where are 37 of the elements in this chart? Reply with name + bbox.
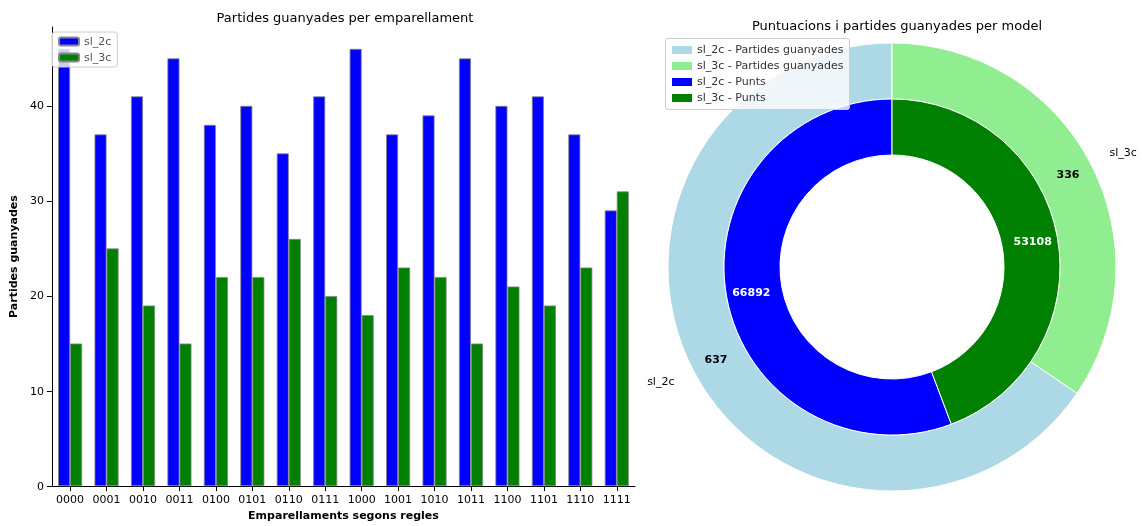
x-tick-label: 0111 [311, 493, 340, 507]
x-tick-label: 0001 [92, 493, 121, 507]
y-axis-title: Partides guanyades [7, 194, 20, 318]
x-tick-label: 1101 [529, 493, 558, 507]
x-tick-label: 1010 [420, 493, 449, 507]
category-label: sl_3c - Punts [697, 91, 766, 104]
chart-title: Partides guanyades per emparellament [216, 10, 474, 25]
x-axis-title: Emparellaments segons regles [248, 509, 440, 522]
legend-label: sl_3c [84, 51, 112, 64]
x-tick-label: 0110 [274, 493, 303, 507]
x-tick-label: 0000 [56, 493, 85, 507]
data-label: 336 [1056, 167, 1080, 181]
data-label: 637 [704, 353, 728, 367]
y-tick-label: 40 [29, 99, 44, 113]
slice-label: sl_3c [1109, 145, 1137, 159]
x-tick-label: 1001 [384, 493, 413, 507]
category-label: sl_2c - Punts [697, 75, 766, 88]
legend-label: sl_2c [84, 35, 112, 48]
x-tick-label: 1110 [566, 493, 595, 507]
x-tick-label: 0011 [165, 493, 194, 507]
y-tick-label: 0 [36, 479, 44, 493]
data-label: 66892 [732, 286, 771, 300]
x-tick-label: 1111 [602, 493, 631, 507]
category-label: sl_2c - Partides guanyades [697, 43, 844, 56]
slice-label: sl_2c [647, 375, 675, 389]
x-tick-label: 0100 [201, 493, 230, 507]
x-tick-label: 0010 [129, 493, 158, 507]
data-label: 53108 [1013, 234, 1052, 248]
y-tick-label: 10 [29, 384, 44, 398]
x-tick-label: 0101 [238, 493, 267, 507]
chart-title: Puntuacions i partides guanyades per model [751, 18, 1043, 33]
x-tick-label: 1000 [347, 493, 376, 507]
x-tick-label: 1011 [457, 493, 485, 507]
y-tick-label: 20 [29, 289, 44, 303]
category-label: sl_3c - Partides guanyades [697, 59, 844, 72]
y-tick-label: 30 [29, 194, 44, 208]
x-tick-label: 1100 [493, 493, 522, 507]
